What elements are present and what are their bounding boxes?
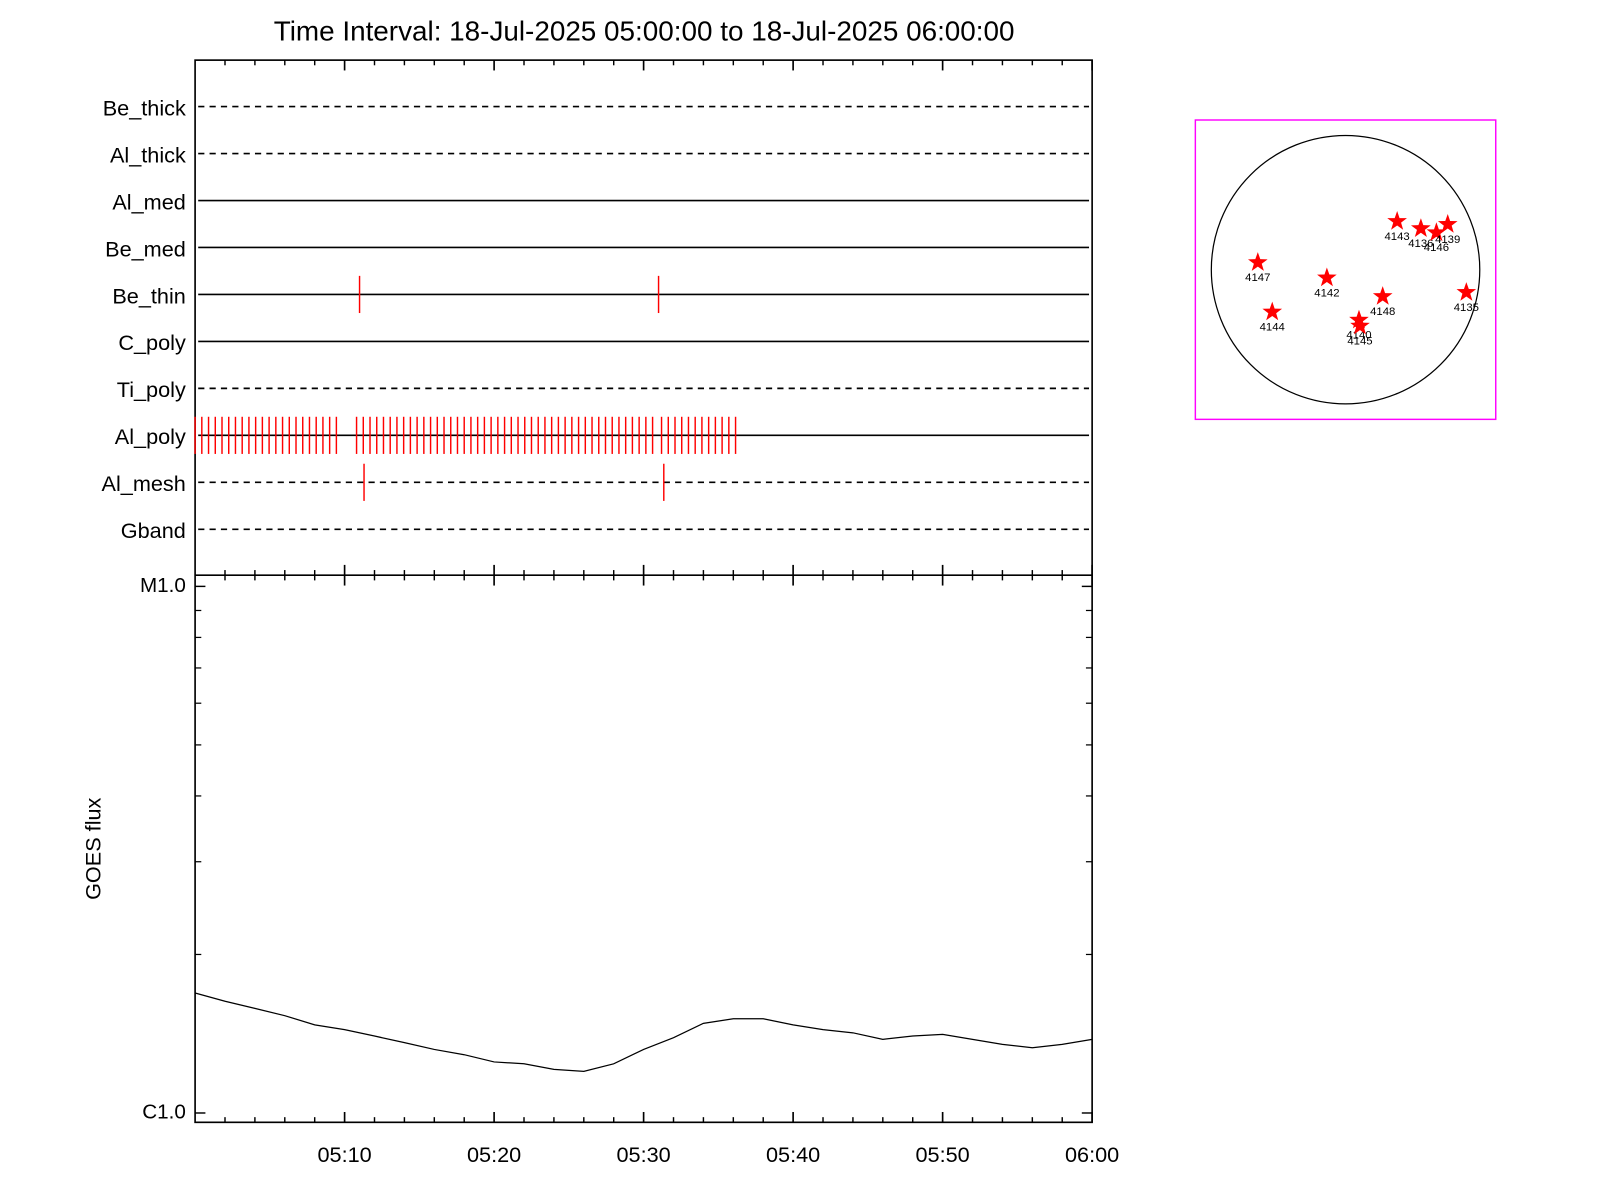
region-marker <box>1426 222 1447 241</box>
channel-label: Be_thick <box>103 95 186 120</box>
channel-label: Ti_poly <box>117 377 186 402</box>
y-axis-label: GOES flux <box>81 797 106 899</box>
region-marker <box>1387 211 1407 230</box>
channel-label: Al_poly <box>115 424 186 449</box>
x-tick-label: 06:00 <box>1065 1142 1119 1167</box>
x-tick-label: 05:20 <box>467 1142 521 1167</box>
region-marker <box>1317 267 1337 287</box>
region-label: 4136 <box>1408 238 1433 250</box>
channel-label: Al_med <box>112 189 185 214</box>
channel-label: Be_thin <box>112 283 185 308</box>
channel-label: Al_thick <box>110 142 186 167</box>
channel-label: C_poly <box>118 330 186 355</box>
chart-title: Time Interval: 18-Jul-2025 05:00:00 to 1… <box>274 16 1015 47</box>
x-tick-label: 05:40 <box>766 1142 820 1167</box>
region-marker <box>1350 315 1370 335</box>
region-label: 4139 <box>1435 234 1460 246</box>
y-tick-label: C1.0 <box>142 1100 186 1123</box>
region-marker <box>1437 214 1458 233</box>
region-label: 4147 <box>1245 272 1270 284</box>
region-label: 4144 <box>1260 321 1285 333</box>
goes-curve <box>194 992 1093 1072</box>
sun-frame <box>1194 119 1497 421</box>
region-label: 4146 <box>1424 242 1449 254</box>
region-marker <box>1456 282 1477 301</box>
channel-label: Be_med <box>105 236 186 261</box>
solar-disk <box>1210 134 1481 405</box>
x-tick-label: 05:30 <box>617 1142 671 1167</box>
region-marker <box>1248 252 1268 271</box>
channel-label: Al_mesh <box>102 471 186 496</box>
region-label: 4145 <box>1347 335 1372 347</box>
region-label: 4143 <box>1384 231 1409 243</box>
region-label: 4148 <box>1370 306 1395 318</box>
region-marker <box>1372 286 1393 305</box>
region-marker <box>1262 301 1283 321</box>
x-tick-label: 05:10 <box>318 1142 372 1167</box>
region-label: 4135 <box>1454 302 1479 314</box>
region-marker <box>1410 218 1431 237</box>
plot-frame <box>194 59 1093 1124</box>
region-label: 4142 <box>1314 287 1339 299</box>
y-tick-label: M1.0 <box>140 574 186 597</box>
x-tick-label: 05:50 <box>916 1142 970 1167</box>
channel-label: Gband <box>121 518 186 543</box>
